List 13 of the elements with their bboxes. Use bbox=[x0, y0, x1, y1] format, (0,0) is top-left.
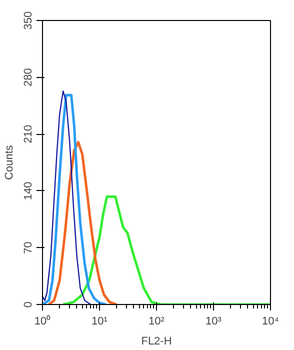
x-tick-label: 10⁴ bbox=[262, 316, 280, 328]
x-tick-label: 10⁰ bbox=[34, 314, 51, 328]
y-tick-label: 140 bbox=[22, 182, 34, 200]
x-tick-label: 10¹ bbox=[92, 316, 108, 328]
x-tick-label: 10³ bbox=[206, 316, 222, 328]
y-axis-title: Counts bbox=[4, 144, 16, 180]
y-tick-label: 350 bbox=[22, 11, 34, 30]
y-tick-label: 280 bbox=[22, 68, 34, 86]
x-axis-title: FL2-H bbox=[141, 336, 172, 348]
y-tick-label: 70 bbox=[22, 242, 34, 254]
y-tick-label: 210 bbox=[22, 124, 34, 144]
x-tick-label: 10² bbox=[148, 316, 165, 328]
y-tick-label: 0 bbox=[22, 301, 34, 308]
